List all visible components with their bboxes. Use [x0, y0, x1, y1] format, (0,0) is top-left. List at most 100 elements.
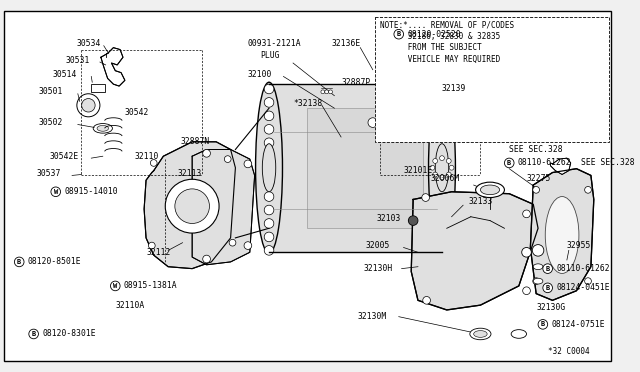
Circle shape — [430, 165, 435, 170]
Circle shape — [264, 84, 274, 94]
Text: B: B — [545, 285, 550, 291]
Text: 08124-0451E: 08124-0451E — [556, 283, 610, 292]
Circle shape — [244, 160, 252, 168]
Circle shape — [440, 175, 444, 180]
Circle shape — [532, 245, 544, 256]
Polygon shape — [192, 150, 255, 265]
Circle shape — [523, 287, 531, 295]
Ellipse shape — [262, 144, 276, 192]
Text: 08120-8301E: 08120-8301E — [42, 330, 96, 339]
Ellipse shape — [435, 144, 449, 192]
Text: 32136E: 32136E — [332, 39, 361, 48]
Circle shape — [538, 320, 548, 329]
Circle shape — [203, 150, 211, 157]
Text: 32130G: 32130G — [536, 302, 565, 312]
Circle shape — [175, 189, 209, 224]
Circle shape — [394, 29, 404, 39]
Circle shape — [585, 186, 591, 193]
Bar — [307, 108, 423, 228]
Circle shape — [264, 219, 274, 228]
Circle shape — [51, 187, 61, 196]
Text: 32103: 32103 — [377, 214, 401, 223]
Circle shape — [264, 138, 274, 148]
Circle shape — [244, 242, 252, 249]
Polygon shape — [550, 158, 571, 174]
Ellipse shape — [97, 125, 109, 131]
Text: W: W — [54, 189, 58, 195]
Circle shape — [82, 99, 95, 112]
Ellipse shape — [429, 82, 456, 253]
Text: 08110-61262: 08110-61262 — [556, 264, 610, 273]
Polygon shape — [531, 169, 594, 300]
Ellipse shape — [545, 196, 579, 273]
Text: 32887P: 32887P — [341, 78, 371, 87]
Text: 00931-2121A: 00931-2121A — [248, 39, 301, 48]
Circle shape — [324, 90, 328, 94]
Text: 30534: 30534 — [77, 39, 101, 48]
Circle shape — [203, 255, 211, 263]
Text: 32133: 32133 — [469, 197, 493, 206]
Circle shape — [264, 192, 274, 201]
Text: B: B — [31, 331, 36, 337]
Text: 32275: 32275 — [527, 174, 551, 183]
Text: 32101E: 32101E — [404, 166, 433, 175]
Ellipse shape — [533, 264, 543, 270]
Polygon shape — [144, 142, 236, 269]
Ellipse shape — [93, 124, 113, 133]
Circle shape — [264, 205, 274, 215]
Circle shape — [264, 165, 274, 174]
Circle shape — [368, 118, 378, 127]
Ellipse shape — [511, 330, 527, 338]
Bar — [92, 84, 105, 92]
Circle shape — [264, 246, 274, 255]
Text: NOTE:*.... REMOVAL OF P/CODES: NOTE:*.... REMOVAL OF P/CODES — [380, 20, 514, 29]
Circle shape — [543, 283, 552, 293]
Text: 32186, 32830 & 32835: 32186, 32830 & 32835 — [380, 32, 500, 41]
Circle shape — [264, 125, 274, 134]
Circle shape — [264, 232, 274, 242]
Circle shape — [422, 194, 429, 201]
Circle shape — [446, 158, 451, 163]
Text: PLUG: PLUG — [260, 51, 280, 60]
Polygon shape — [101, 48, 125, 86]
Ellipse shape — [476, 182, 504, 198]
Circle shape — [440, 156, 444, 161]
Text: 08120-8501E: 08120-8501E — [28, 257, 81, 266]
Text: 32110A: 32110A — [115, 301, 145, 310]
Circle shape — [585, 278, 591, 285]
Text: VEHICLE MAY REQUIRED: VEHICLE MAY REQUIRED — [380, 55, 500, 64]
Circle shape — [522, 247, 531, 257]
Circle shape — [423, 296, 431, 304]
Ellipse shape — [470, 328, 491, 340]
Text: 30502: 30502 — [38, 118, 63, 127]
Bar — [269, 84, 442, 252]
Circle shape — [328, 90, 332, 94]
Circle shape — [408, 216, 418, 225]
Ellipse shape — [474, 331, 487, 337]
Text: 30542E: 30542E — [50, 152, 79, 161]
Circle shape — [504, 158, 514, 168]
Text: 08124-0751E: 08124-0751E — [552, 320, 605, 329]
Circle shape — [111, 281, 120, 291]
Ellipse shape — [533, 278, 543, 284]
Circle shape — [148, 242, 155, 249]
Text: 30531: 30531 — [65, 56, 90, 65]
Circle shape — [433, 158, 438, 163]
Text: 32887N: 32887N — [180, 137, 210, 146]
Text: B: B — [541, 321, 545, 327]
Text: SEE SEC.328: SEE SEC.328 — [509, 145, 563, 154]
Circle shape — [29, 329, 38, 339]
Circle shape — [165, 179, 219, 233]
Text: 32005: 32005 — [365, 241, 390, 250]
Circle shape — [449, 165, 454, 170]
Text: FROM THE SUBJECT: FROM THE SUBJECT — [380, 43, 481, 52]
Text: B: B — [545, 266, 550, 272]
Text: *32 C0004: *32 C0004 — [548, 347, 589, 356]
Text: 32955: 32955 — [567, 241, 591, 250]
Text: 30514: 30514 — [53, 70, 77, 79]
Text: 32112: 32112 — [146, 248, 170, 257]
Circle shape — [150, 160, 157, 166]
Text: 32006M: 32006M — [431, 174, 460, 183]
Circle shape — [264, 178, 274, 188]
Text: W: W — [113, 283, 117, 289]
